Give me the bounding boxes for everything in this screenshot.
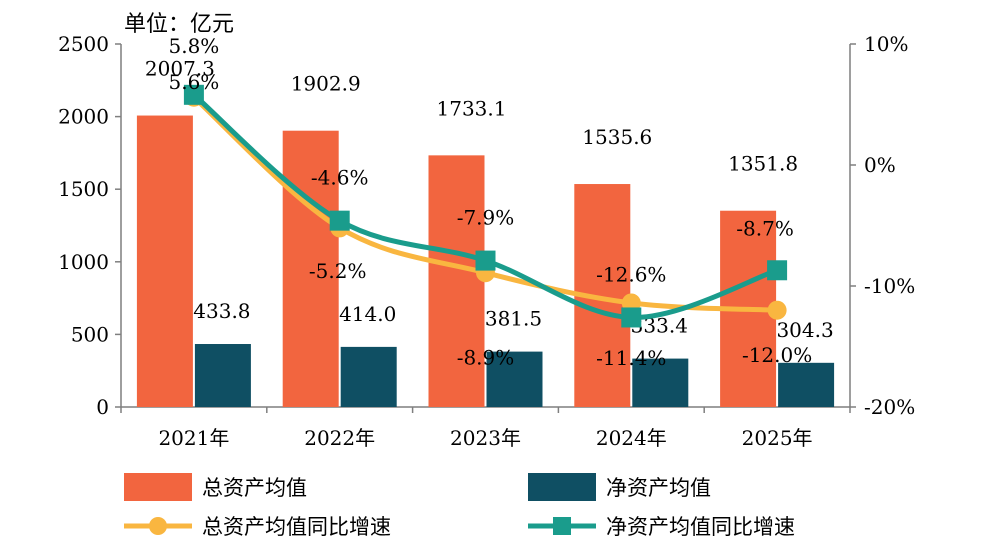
bar-net-assets — [340, 346, 397, 407]
data-label-net-assets: 433.8 — [193, 299, 250, 323]
marker-total-growth — [767, 300, 787, 320]
legend-item-net-growth: 净资产均值同比增速 — [528, 511, 795, 541]
bar-total-assets — [428, 155, 485, 407]
data-label-total-growth: 5.6% — [168, 70, 219, 94]
data-label-total-growth: -12.0% — [742, 343, 812, 367]
data-label-net-growth: -7.9% — [457, 206, 515, 230]
x-tick-label: 2021年 — [158, 426, 229, 450]
data-label-total-growth: -11.4% — [596, 346, 666, 370]
data-label-total-growth: -8.9% — [457, 346, 515, 370]
legend-label-total-growth: 总资产均值同比增速 — [202, 515, 391, 539]
unit-label: 单位：亿元 — [124, 12, 235, 37]
bar-net-assets — [194, 344, 251, 407]
x-tick-label: 2024年 — [596, 426, 667, 450]
marker-net-growth — [475, 250, 496, 271]
marker-net-growth — [621, 307, 642, 328]
y-tick-label-left: 0 — [96, 395, 109, 419]
bar-net-assets — [486, 351, 543, 407]
bar-net-assets — [778, 362, 835, 407]
data-label-total-assets: 1733.1 — [437, 96, 507, 120]
marker-net-growth — [183, 84, 204, 105]
legend-label-net-assets: 净资产均值 — [606, 476, 711, 500]
y-tick-label-left: 1000 — [58, 250, 109, 274]
y-tick-label-left: 2000 — [58, 105, 109, 129]
y-tick-label-left: 500 — [71, 322, 109, 346]
marker-net-growth — [329, 210, 350, 231]
legend-swatch-total-assets — [124, 473, 192, 501]
data-label-net-growth: 5.8% — [168, 34, 219, 58]
y-tick-label-left: 1500 — [58, 177, 109, 201]
legend-swatch-total-growth — [124, 517, 192, 535]
bar-total-assets — [282, 130, 339, 407]
marker-net-growth — [767, 260, 788, 281]
y-tick-label-left: 2500 — [58, 32, 109, 56]
legend-label-total-assets: 总资产均值 — [202, 476, 307, 500]
data-label-total-assets: 2007.3 — [145, 57, 215, 81]
legend-item-net-assets: 净资产均值 — [528, 472, 711, 502]
data-label-net-growth: -12.6% — [596, 262, 666, 286]
legend-swatch-net-growth — [528, 517, 596, 535]
y-tick-label-right: -10% — [864, 274, 915, 298]
data-label-net-growth: -8.7% — [736, 216, 794, 240]
data-label-total-assets: 1535.6 — [582, 125, 652, 149]
y-tick-label-right: -20% — [864, 395, 915, 419]
legend-swatch-net-assets — [528, 473, 596, 501]
data-label-net-assets: 414.0 — [339, 302, 396, 326]
x-tick-label: 2023年 — [450, 426, 521, 450]
x-tick-label: 2022年 — [304, 426, 375, 450]
chart-svg: 0 500 1000 1500 2000 2500 -20% -10% 0% 10% 2021年 20… — [58, 32, 915, 450]
data-label-total-assets: 1902.9 — [291, 72, 361, 96]
x-tick-label: 2025年 — [742, 426, 813, 450]
y-tick-label-right: 0% — [864, 153, 896, 177]
legend-item-total-assets: 总资产均值 — [124, 472, 307, 502]
legend-item-total-growth: 总资产均值同比增速 — [124, 511, 391, 541]
data-label-net-growth: -4.6% — [311, 166, 369, 190]
data-label-total-growth: -5.2% — [309, 259, 367, 283]
bar-total-assets — [136, 115, 193, 407]
data-label-net-assets: 381.5 — [485, 307, 542, 331]
y-tick-label-right: 10% — [864, 32, 908, 56]
data-label-total-assets: 1351.8 — [728, 152, 798, 176]
legend-label-net-growth: 净资产均值同比增速 — [606, 515, 795, 539]
data-label-net-assets: 304.3 — [776, 318, 833, 342]
bar-net-assets — [632, 358, 689, 407]
